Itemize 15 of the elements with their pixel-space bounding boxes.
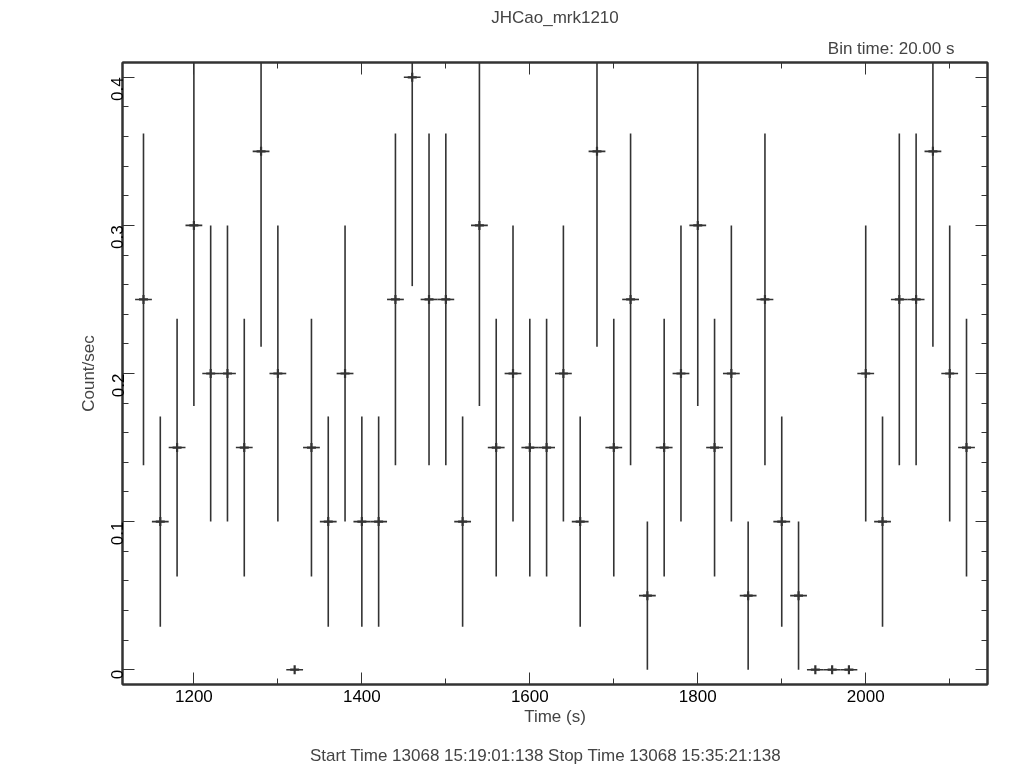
x-tick-label: 2000 bbox=[846, 686, 885, 706]
y-tick-label: 0.2 bbox=[108, 373, 128, 398]
text: Start Time 13068 15:19:01:138 Stop Time 13068 15:35:21:138 bbox=[309, 745, 781, 765]
y-tick-label: 0.3 bbox=[108, 225, 128, 250]
text: Bin time: 20.00 s bbox=[827, 38, 955, 58]
y-tick-label: 0.1 bbox=[108, 521, 128, 546]
x-axis-title: Time (s) bbox=[524, 706, 586, 726]
x-tick-label: 1400 bbox=[342, 686, 381, 706]
chart-title: JHCao_mrk1210 bbox=[491, 7, 619, 27]
y-tick-label: 0.4 bbox=[108, 77, 128, 101]
x-tick-label: 1800 bbox=[678, 686, 717, 706]
x-tick-label: 1600 bbox=[510, 686, 549, 706]
y-axis-title: Count/sec bbox=[78, 334, 98, 412]
x-tick-label: 1200 bbox=[174, 686, 213, 706]
y-tick-label: 0 bbox=[108, 669, 128, 680]
